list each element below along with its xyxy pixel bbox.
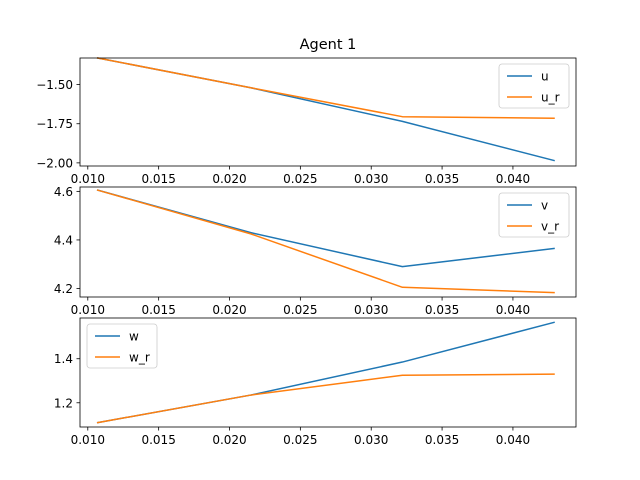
x-tick-label: 0.010 — [71, 433, 105, 447]
x-tick-label: 0.020 — [212, 433, 246, 447]
x-tick-label: 0.025 — [283, 433, 317, 447]
subplot-2: 0.010 0.015 0.020 0.025 0.030 0.035 0.040 4.6 4.… — [54, 185, 577, 317]
x-tick-label: 0.020 — [212, 172, 246, 186]
x-tick-label: 0.010 — [71, 172, 105, 186]
x-tick-label: 0.040 — [496, 433, 530, 447]
x-tick-label: 0.030 — [354, 433, 388, 447]
axes-frame — [79, 186, 577, 298]
y-tick-label: −2.00 — [36, 156, 73, 170]
x-tick-label: 0.025 — [283, 172, 317, 186]
legend-label-u_r: u_r — [541, 91, 560, 105]
x-tick-label: 0.030 — [354, 303, 388, 317]
y-tick-label: 4.4 — [54, 233, 73, 247]
x-tick-label: 0.025 — [283, 303, 317, 317]
legend-label-w: w — [129, 330, 139, 344]
subplot-1: Agent 1 0.010 0.015 0.020 0.025 0.030 0.035 0.0… — [36, 37, 577, 186]
legend-label-u: u — [541, 70, 549, 84]
x-tick-label: 0.035 — [425, 303, 459, 317]
legend: u u_r — [498, 63, 570, 109]
y-tick-label: −1.50 — [36, 78, 73, 92]
x-tick-label: 0.040 — [496, 303, 530, 317]
x-tick-label: 0.015 — [141, 303, 175, 317]
y-tick-label: 4.2 — [54, 282, 73, 296]
x-tick-label: 0.040 — [496, 172, 530, 186]
x-tick-label: 0.015 — [141, 172, 175, 186]
x-tick-label: 0.020 — [212, 303, 246, 317]
axes-frame — [79, 57, 577, 167]
series-line-v_r — [96, 189, 555, 294]
x-tick-label: 0.035 — [425, 433, 459, 447]
legend-label-w_r: w_r — [129, 351, 150, 365]
charts-container: Agent 10.010 0.015 0.020 0.025 0.030 0.035 0.0… — [36, 37, 577, 447]
y-tick-label: 1.2 — [54, 396, 73, 410]
series-line-u_r — [96, 57, 555, 120]
legend: w w_r — [86, 323, 158, 369]
y-tick-label: −1.75 — [36, 117, 73, 131]
legend-label-v: v — [541, 199, 548, 213]
x-tick-label: 0.030 — [354, 172, 388, 186]
subplot-3: 0.010 0.015 0.020 0.025 0.030 0.035 0.040 1.4 1.… — [54, 317, 577, 447]
x-tick-label: 0.035 — [425, 172, 459, 186]
chart-title: Agent 1 — [300, 37, 357, 53]
x-tick-label: 0.015 — [141, 433, 175, 447]
series-line-w_r — [96, 373, 555, 424]
axes-frame — [79, 317, 577, 428]
y-tick-label: 4.6 — [54, 185, 73, 199]
y-tick-label: 1.4 — [54, 352, 73, 366]
legend: v v_r — [498, 192, 570, 238]
legend-label-v_r: v_r — [541, 220, 559, 234]
x-tick-label: 0.010 — [71, 303, 105, 317]
